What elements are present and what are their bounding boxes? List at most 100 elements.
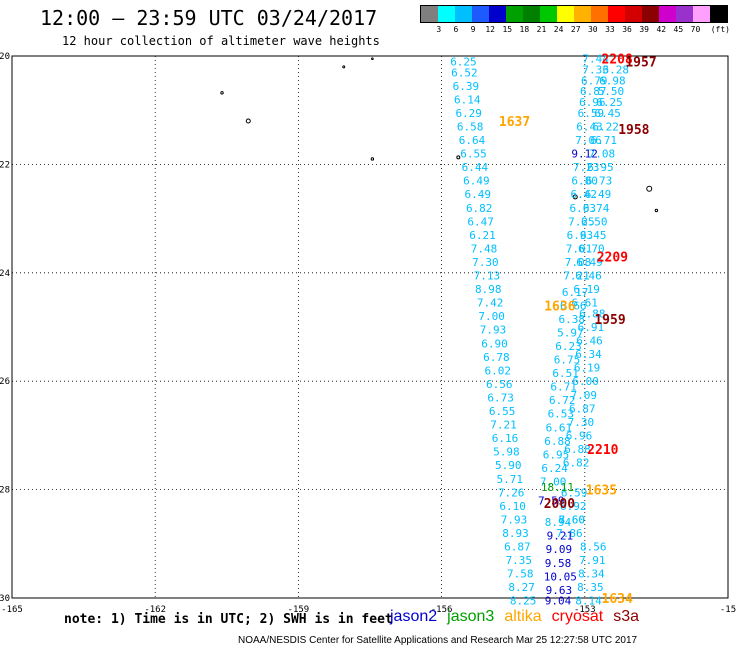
wave-height-value: 6.19 [574, 362, 601, 375]
wave-height-value: 6.34 [575, 348, 602, 361]
wave-height-value: 6.64 [459, 134, 486, 147]
wave-height-value: 6.92 [560, 500, 587, 513]
wave-height-value: 6.43 [576, 120, 603, 133]
credit-line: NOAA/NESDIS Center for Satellite Applica… [238, 635, 638, 646]
wave-height-value: 7.21 [490, 419, 516, 432]
wave-height-value: 6.88 [544, 435, 571, 448]
legend-tick: 15 [502, 25, 513, 34]
wave-height-value: 6.93 [567, 229, 594, 242]
wave-height-value: 6.49 [585, 188, 612, 201]
wave-height-value: 6.02 [485, 364, 512, 377]
x-tick-label: -153 [574, 605, 596, 615]
wave-height-value: 6.10 [499, 500, 525, 513]
wave-height-value: 7.09 [570, 389, 597, 402]
pass-time-label: 2208 [602, 53, 633, 68]
footer-note: note: 1) Time is in UTC; 2) SWH is in fe… [64, 612, 393, 627]
wave-height-value: 6.74 [583, 202, 610, 215]
wave-height-value: 7.08 [565, 256, 592, 269]
satellite-label: s3a [613, 608, 640, 625]
pass-time-label: 1959 [594, 313, 625, 328]
wave-height-value: 9.09 [546, 543, 573, 556]
color-legend: (ft) 3 6 9 12 15 18 21 24 27 30 33 36 39 42 45 70 [420, 5, 730, 35]
wave-height-value: 6.96 [566, 429, 593, 442]
wave-height-value: 6.78 [483, 351, 510, 364]
island-outline [654, 208, 659, 213]
y-tick-label: -28 [0, 486, 10, 496]
legend-swatch [676, 6, 693, 22]
island-outline [245, 118, 251, 124]
wave-height-value: 6.72 [549, 394, 576, 407]
wave-height-value: 9.58 [545, 557, 572, 570]
legend-swatch [591, 6, 608, 22]
wave-height-value: 7.93 [480, 324, 507, 337]
x-tick-label: -165 [1, 605, 23, 615]
wave-height-value: 7.06 [575, 134, 602, 147]
wave-height-value: 6.96 [579, 96, 606, 109]
wave-height-value: 6.59 [561, 486, 588, 499]
pass-time-label: 1636 [544, 299, 575, 314]
wave-height-value: 9.63 [546, 584, 573, 597]
wave-height-value: 6.82 [563, 457, 590, 470]
legend-swatch [489, 6, 506, 22]
wave-height-value: 7.42 [477, 297, 504, 310]
island-outline [456, 155, 461, 160]
wave-height-value: 6.70 [578, 242, 605, 255]
legend-tick: 45 [673, 25, 684, 34]
wave-height-value: 7.60 [559, 513, 586, 526]
legend-swatch [608, 6, 625, 22]
y-tick-label: -24 [0, 269, 10, 279]
wave-height-value: 6.38 [559, 313, 586, 326]
wave-height-value: 8.93 [502, 527, 528, 540]
wave-height-value: 9.21 [547, 530, 574, 543]
wave-height-value: 6.56 [486, 378, 513, 391]
wave-height-value: 5.90 [495, 459, 522, 472]
wave-height-value: 5.97 [557, 326, 584, 339]
wave-height-value: 6.87 [569, 402, 596, 415]
wave-height-value: 7.00 [478, 310, 505, 323]
wave-height-value: 7.48 [471, 242, 498, 255]
legend-swatch [455, 6, 472, 22]
pass-time-label: 1634 [602, 592, 633, 607]
wave-height-value: 6.73 [487, 391, 514, 404]
wave-height-value: 6.29 [455, 107, 482, 120]
wave-height-value: 7.01 [566, 242, 593, 255]
wave-height-value: 6.22 [592, 120, 619, 133]
x-tick-label: -156 [431, 605, 453, 615]
wave-height-value: 5.71 [496, 473, 523, 486]
wave-height-value: 7.33 [582, 64, 609, 77]
wave-height-value: 8.14 [575, 595, 602, 608]
satellite-label: cryosat [551, 608, 604, 625]
wave-height-value: 7.86 [556, 527, 583, 540]
wave-height-value: 7.25 [568, 215, 595, 228]
wave-height-value: 6.51 [552, 367, 579, 380]
x-tick-label: -159 [288, 605, 310, 615]
wave-height-value: 6.80 [571, 175, 598, 188]
wave-height-value: 7.58 [507, 568, 533, 581]
legend-tick: 9 [470, 25, 476, 34]
legend-swatch [506, 6, 523, 22]
wave-height-value: 8.98 [475, 283, 502, 296]
wave-height-value: 8.56 [580, 541, 607, 554]
wave-height-value: 6.95 [543, 448, 570, 461]
wave-height-value: 6.61 [546, 421, 573, 434]
legend-swatch [659, 6, 676, 22]
legend-swatch [557, 6, 574, 22]
island-outline [572, 194, 578, 200]
legend-tick: 24 [553, 25, 564, 34]
legend-tick: 36 [622, 25, 632, 34]
wave-height-value: 6.53 [548, 408, 575, 421]
legend-swatch [693, 6, 710, 22]
legend-swatch [421, 6, 438, 22]
wave-height-value: 6.79 [581, 74, 608, 87]
wave-height-value: 6.03 [570, 202, 597, 215]
y-tick-label: -22 [0, 160, 10, 170]
legend-swatch [574, 6, 591, 22]
wave-height-value: 7.21 [563, 270, 590, 283]
map-subtitle: 12 hour collection of altimeter wave hei… [62, 34, 380, 48]
wave-height-value: 8.27 [508, 581, 534, 594]
wave-height-value: 6.17 [562, 286, 589, 299]
legend-swatch [472, 6, 489, 22]
legend-tick: 27 [570, 25, 581, 34]
wave-height-value: 10.05 [544, 570, 577, 583]
